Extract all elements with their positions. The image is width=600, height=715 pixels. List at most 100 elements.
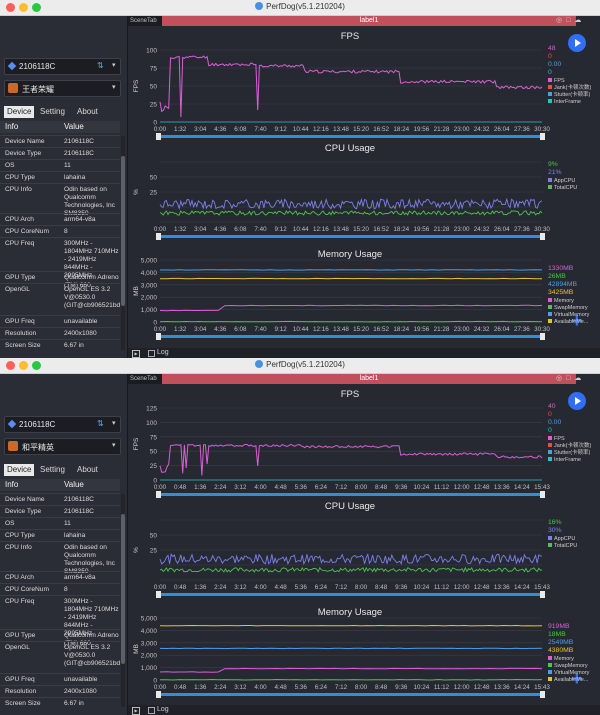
legend-swatch[interactable] <box>548 450 552 454</box>
legend-swatch[interactable] <box>548 99 552 103</box>
timeline-end-handle[interactable] <box>540 691 545 698</box>
add-chart-button[interactable]: + <box>571 668 583 690</box>
device-selector[interactable]: 2106118C ⇅ ▾ <box>4 58 121 75</box>
legend-entry[interactable]: Jank(卡顿次数) <box>554 441 591 449</box>
legend-entry[interactable]: InterFrame <box>554 99 581 105</box>
tab-setting[interactable]: Setting <box>40 465 65 474</box>
legend-entry[interactable]: FPS <box>554 436 565 442</box>
info-scrollbar-thumb[interactable] <box>121 156 125 306</box>
timeline-slider[interactable] <box>158 593 544 596</box>
legend-entry[interactable]: AppCPU <box>554 536 575 542</box>
app-selector[interactable]: 和平精英 ▾ <box>4 438 121 455</box>
chevron-down-icon[interactable]: ▾ <box>112 62 116 69</box>
device-selector[interactable]: 2106118C ⇅ ▾ <box>4 416 121 433</box>
connection-mode-icon[interactable]: ⇅ <box>97 419 104 428</box>
tab-setting[interactable]: Setting <box>40 107 65 116</box>
timeline-end-handle[interactable] <box>540 333 545 340</box>
legend-swatch[interactable] <box>548 298 552 302</box>
legend-swatch[interactable] <box>548 543 552 547</box>
legend-swatch[interactable] <box>548 92 552 96</box>
expand-toggle-button[interactable]: ▶ <box>132 350 140 358</box>
legend-entry[interactable]: Stutter(卡顿率) <box>554 448 591 456</box>
connection-mode-icon[interactable]: ⇅ <box>97 61 104 70</box>
timeline-end-handle[interactable] <box>540 233 545 240</box>
cloud-icon[interactable]: ☁ <box>574 17 586 24</box>
legend-entry[interactable]: Jank(卡顿次数) <box>554 83 591 91</box>
chevron-down-icon[interactable]: ▾ <box>112 420 116 427</box>
legend-swatch[interactable] <box>548 319 552 323</box>
legend-swatch[interactable] <box>548 305 552 309</box>
close-window-button[interactable] <box>6 361 15 370</box>
minimize-window-button[interactable] <box>19 361 28 370</box>
timeline-start-handle[interactable] <box>156 491 161 498</box>
legend-swatch[interactable] <box>548 436 552 440</box>
timeline-end-handle[interactable] <box>540 491 545 498</box>
legend-swatch[interactable] <box>548 443 552 447</box>
scene-tab[interactable]: SceneTab <box>128 374 162 384</box>
legend-entry[interactable]: SwapMemory <box>554 663 588 669</box>
legend-entry[interactable]: VirtualMemory <box>554 670 590 676</box>
timeline-start-handle[interactable] <box>156 133 161 140</box>
legend-entry[interactable]: Memory <box>554 298 574 304</box>
tab-about[interactable]: About <box>77 107 98 116</box>
timeline-start-handle[interactable] <box>156 591 161 598</box>
location-icon[interactable]: ◎ <box>556 17 567 24</box>
legend-entry[interactable]: TotalCPU <box>554 543 577 549</box>
legend-entry[interactable]: AvailableMe... <box>554 319 589 325</box>
info-scrollbar-thumb[interactable] <box>121 514 125 664</box>
legend-swatch[interactable] <box>548 457 552 461</box>
legend-entry[interactable]: AvailableMe... <box>554 677 589 683</box>
timeline-slider[interactable] <box>158 493 544 496</box>
timeline-slider[interactable] <box>158 235 544 238</box>
legend-swatch[interactable] <box>548 185 552 189</box>
chart-title: CPU Usage <box>325 143 375 154</box>
chevron-down-icon[interactable]: ▾ <box>112 84 116 91</box>
tab-about[interactable]: About <box>77 465 98 474</box>
timeline-start-handle[interactable] <box>156 333 161 340</box>
cloud-icon[interactable]: ☁ <box>574 375 586 382</box>
timeline-start-handle[interactable] <box>156 233 161 240</box>
legend-swatch[interactable] <box>548 536 552 540</box>
legend-entry[interactable]: AppCPU <box>554 178 575 184</box>
tab-device[interactable]: Device <box>4 464 35 476</box>
folder-icon[interactable]: □ <box>566 375 575 382</box>
log-checkbox[interactable] <box>148 707 155 714</box>
scene-label-bar[interactable]: label1 <box>162 16 576 26</box>
zoom-window-button[interactable] <box>32 361 41 370</box>
timeline-slider[interactable] <box>158 135 544 138</box>
zoom-window-button[interactable] <box>32 3 41 12</box>
scene-label-bar[interactable]: label1 <box>162 374 576 384</box>
legend-swatch[interactable] <box>548 663 552 667</box>
chevron-down-icon[interactable]: ▾ <box>112 442 116 449</box>
legend-entry[interactable]: FPS <box>554 78 565 84</box>
app-selector[interactable]: 王者荣耀 ▾ <box>4 80 121 97</box>
minimize-window-button[interactable] <box>19 3 28 12</box>
legend-swatch[interactable] <box>548 178 552 182</box>
close-window-button[interactable] <box>6 3 15 12</box>
legend-swatch[interactable] <box>548 656 552 660</box>
legend-entry[interactable]: Memory <box>554 656 574 662</box>
legend-entry[interactable]: TotalCPU <box>554 185 577 191</box>
timeline-slider[interactable] <box>158 335 544 338</box>
legend-swatch[interactable] <box>548 85 552 89</box>
add-chart-button[interactable]: + <box>571 310 583 332</box>
location-icon[interactable]: ◎ <box>556 375 567 382</box>
legend-entry[interactable]: VirtualMemory <box>554 312 590 318</box>
folder-icon[interactable]: □ <box>566 17 575 24</box>
legend-entry[interactable]: Stutter(卡顿率) <box>554 90 591 98</box>
start-test-button[interactable] <box>568 34 586 52</box>
timeline-end-handle[interactable] <box>540 133 545 140</box>
legend-swatch[interactable] <box>548 312 552 316</box>
legend-swatch[interactable] <box>548 677 552 681</box>
legend-entry[interactable]: SwapMemory <box>554 305 588 311</box>
legend-swatch[interactable] <box>548 78 552 82</box>
tab-device[interactable]: Device <box>4 106 35 118</box>
start-test-button[interactable] <box>568 392 586 410</box>
legend-swatch[interactable] <box>548 670 552 674</box>
timeline-end-handle[interactable] <box>540 591 545 598</box>
legend-entry[interactable]: InterFrame <box>554 457 581 463</box>
log-checkbox[interactable] <box>148 350 155 357</box>
timeline-slider[interactable] <box>158 693 544 696</box>
scene-tab[interactable]: SceneTab <box>128 16 162 26</box>
timeline-start-handle[interactable] <box>156 691 161 698</box>
